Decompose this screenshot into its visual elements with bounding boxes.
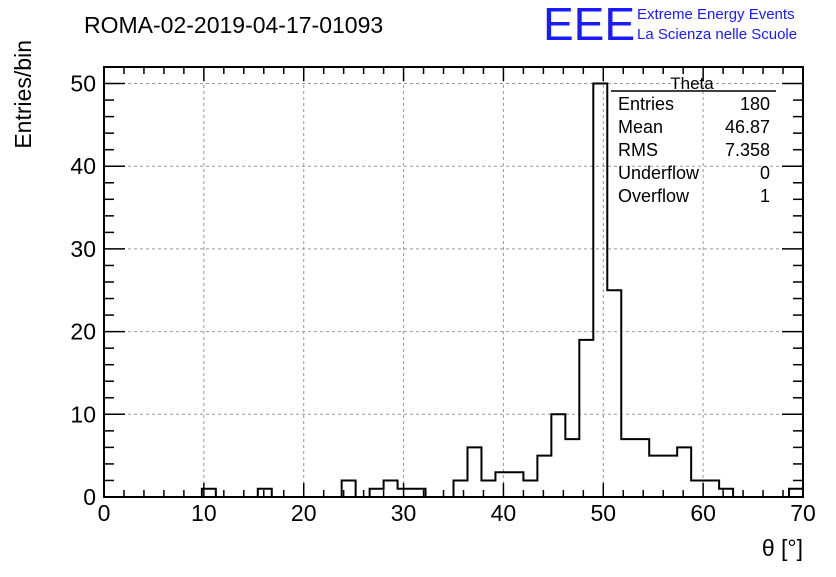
grid-lines [104,67,803,497]
x-tick-label: 60 [690,500,716,526]
x-tick-label: 30 [391,500,417,526]
x-tick-label: 40 [491,500,517,526]
plot-frame [103,66,804,498]
x-axis-label: θ [°] [762,535,803,561]
stats-title: Theta [670,74,714,93]
logo-line1: Extreme Energy Events [637,6,795,23]
y-tick-label: 40 [70,153,96,179]
stats-label: Overflow [618,186,690,206]
histogram-series [104,82,804,498]
stats-label: Mean [618,117,663,137]
x-tick-labels: 0 10 20 30 40 50 60 70 [98,500,816,526]
stats-value: 180 [740,94,770,114]
y-tick-label: 10 [70,401,96,427]
x-tick-label: 50 [590,500,616,526]
y-axis-label: Entries/bin [10,40,36,149]
stats-value: 0 [760,163,770,183]
logo-line2: La Scienza nelle Scuole [637,26,797,43]
stats-value: 7.358 [725,140,770,160]
x-tick-label: 70 [790,500,816,526]
y-tick-label: 50 [70,71,96,97]
chart-title: ROMA-02-2019-04-17-01093 [84,12,383,38]
y-tick-labels: 0 10 20 30 40 50 [70,71,96,510]
stats-label: Underflow [618,163,700,183]
stats-box: Theta Entries 180 Mean 46.87 RMS 7.358 Underfl… [611,74,776,206]
stats-rows: Entries 180 Mean 46.87 RMS 7.358 Underflow 0 Ove… [618,94,770,206]
stats-value: 46.87 [725,117,770,137]
stats-label: RMS [618,140,658,160]
y-tick-label: 0 [83,484,96,510]
stats-value: 1 [760,186,770,206]
y-tick-label: 30 [70,236,96,262]
eee-logo: EEE Extreme Energy Events La Scienza nel… [543,0,797,50]
stats-label: Entries [618,94,674,114]
logo-mark: EEE [543,0,635,50]
x-tick-label: 20 [291,500,317,526]
x-tick-label: 0 [98,500,111,526]
y-tick-label: 20 [70,319,96,345]
x-tick-label: 10 [191,500,217,526]
